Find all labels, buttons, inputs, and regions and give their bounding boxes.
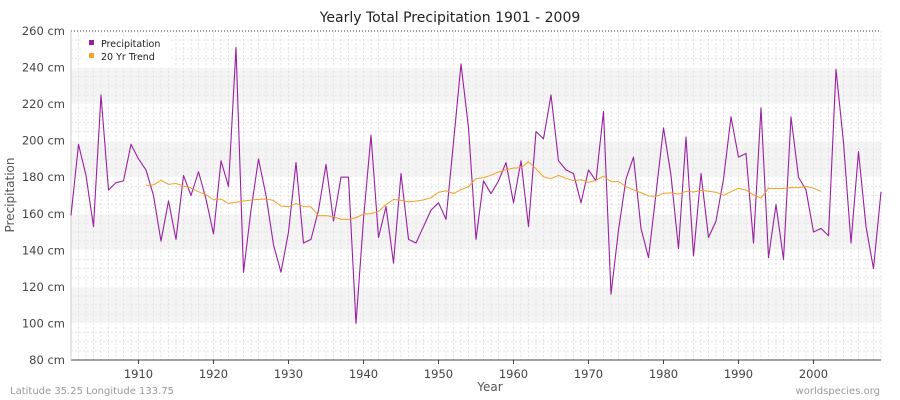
grid-lines bbox=[70, 30, 882, 361]
x-tick-label: 1940 bbox=[349, 367, 378, 381]
legend-swatch-precipitation bbox=[89, 40, 94, 45]
x-tick-label: 1970 bbox=[574, 367, 603, 381]
x-axis-label: Year bbox=[476, 380, 502, 394]
x-tick-label: 1990 bbox=[724, 367, 753, 381]
legend-label-precipitation: Precipitation bbox=[101, 39, 160, 50]
footer-source: worldspecies.org bbox=[796, 386, 880, 397]
y-tick-label: 200 cm bbox=[22, 134, 65, 148]
y-tick-label: 260 cm bbox=[22, 24, 65, 38]
trend-line bbox=[145, 161, 822, 220]
x-tick-label: 1930 bbox=[274, 367, 303, 381]
y-tick-label: 240 cm bbox=[22, 61, 65, 75]
footer-coordinates: Latitude 35.25 Longitude 133.75 bbox=[10, 386, 174, 397]
precipitation-line bbox=[70, 46, 882, 324]
x-tick-label: 1920 bbox=[199, 367, 228, 381]
y-tick-label: 160 cm bbox=[22, 207, 65, 221]
legend-label-trend: 20 Yr Trend bbox=[101, 52, 155, 63]
y-tick-label: 140 cm bbox=[22, 243, 65, 257]
y-tick-label: 180 cm bbox=[22, 170, 65, 184]
y-axis-label: Precipitation bbox=[3, 157, 17, 232]
x-tick-label: 1960 bbox=[499, 367, 528, 381]
x-ticks: 1910 1920 1930 1940 1950 1960 1970 1980 1990 2000 bbox=[124, 360, 828, 381]
y-ticks: 80 cm 100 cm 120 cm 140 cm 160 cm 180 cm 200 c… bbox=[22, 24, 65, 367]
legend-box bbox=[82, 36, 170, 66]
x-tick-label: 1950 bbox=[424, 367, 453, 381]
x-tick-label: 2000 bbox=[799, 367, 828, 381]
chart-title: Yearly Total Precipitation 1901 - 2009 bbox=[319, 10, 581, 26]
x-tick-label: 1980 bbox=[649, 367, 678, 381]
legend-swatch-trend bbox=[89, 53, 94, 58]
y-tick-label: 120 cm bbox=[22, 280, 65, 294]
legend: Precipitation 20 Yr Trend bbox=[82, 36, 170, 66]
x-tick-label: 1910 bbox=[124, 367, 153, 381]
y-tick-label: 100 cm bbox=[22, 316, 65, 330]
series-group bbox=[70, 46, 882, 324]
y-tick-label: 80 cm bbox=[29, 353, 65, 367]
y-tick-label: 220 cm bbox=[22, 97, 65, 111]
